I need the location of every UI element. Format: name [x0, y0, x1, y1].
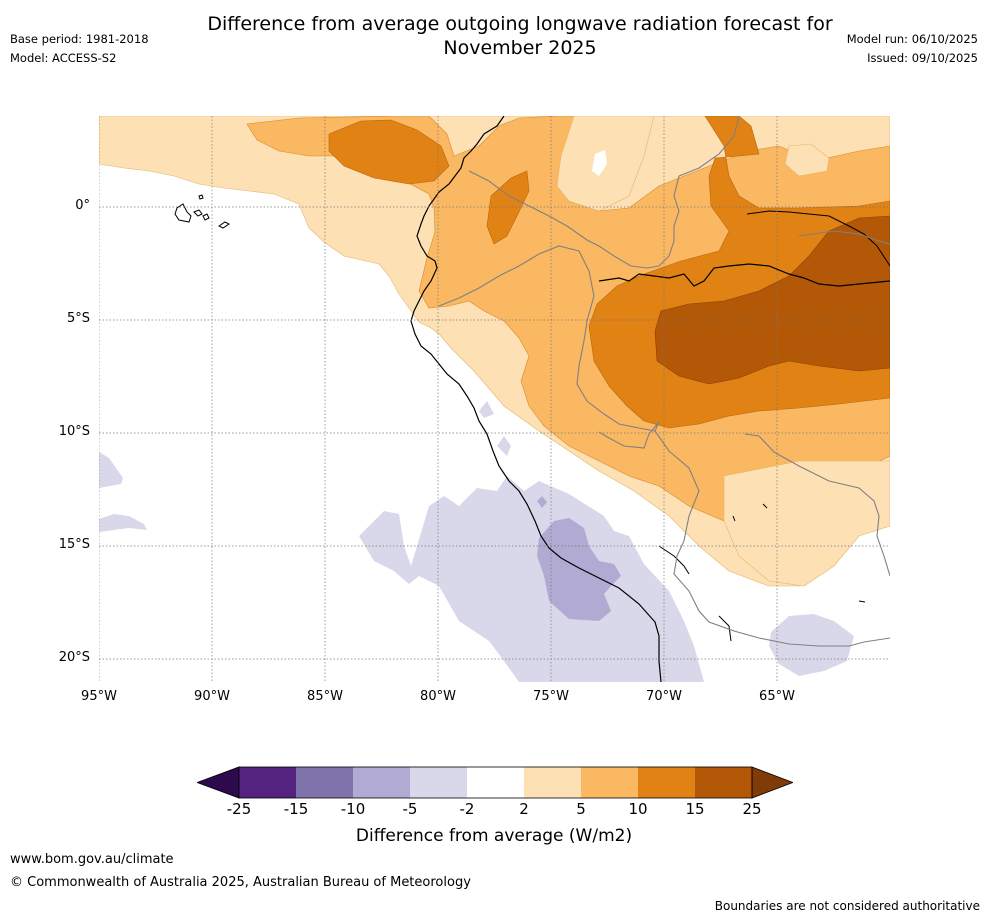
colorbar-tick-2: 2 — [519, 800, 529, 818]
colorbar-tick-15: 15 — [685, 800, 705, 818]
amazon-river — [598, 263, 890, 287]
colorbar-tick-neg5: -5 — [402, 800, 418, 818]
colorbar-arrow-max — [751, 766, 795, 799]
colorbar-tick-neg2: -2 — [459, 800, 475, 818]
map-svg — [98, 116, 890, 682]
map-title: Difference from average outgoing longwav… — [0, 12, 988, 60]
colorbar-bin-3 — [353, 767, 410, 798]
amazon-river-north — [746, 210, 890, 267]
lat-label-15s: 15°S — [58, 537, 90, 552]
colorbar-arrow-min — [195, 766, 240, 799]
colorbar-bin-1 — [239, 767, 296, 798]
colorbar-tick-5: 5 — [576, 800, 586, 818]
lat-label-10s: 10°S — [58, 424, 90, 439]
footer-copyright: © Commonwealth of Australia 2025, Austra… — [10, 875, 471, 890]
anomaly-fill-neg10to-5-small — [537, 496, 547, 508]
lon-label-70w: 70°W — [646, 689, 682, 704]
lon-label-95w: 95°W — [81, 689, 117, 704]
anomaly-patch-2to5-ne — [784, 143, 830, 177]
anomaly-patch-neutral-north — [592, 150, 607, 176]
meta-right: Model run: 06/10/2025 Issued: 09/10/2025 — [847, 30, 978, 68]
anomaly-fill-neg5to-2-sm1 — [479, 401, 494, 418]
anomaly-fill-10to15-nw — [328, 119, 450, 185]
lon-label-65w: 65°W — [759, 689, 795, 704]
colorbar — [195, 766, 795, 799]
map-title-line2: November 2025 — [443, 37, 597, 59]
lon-label-85w: 85°W — [307, 689, 343, 704]
colorbar-bin-8 — [638, 767, 695, 798]
anomaly-fill-neg5to-2-sm2 — [497, 436, 511, 456]
colorbar-tick-10: 10 — [628, 800, 648, 818]
coastline — [410, 116, 662, 682]
colorbar-tick-neg25: -25 — [226, 800, 252, 818]
anomaly-fill-neg10to-5 — [537, 518, 621, 621]
colorbar-label: Difference from average (W/m2) — [355, 826, 633, 846]
lon-label-80w: 80°W — [420, 689, 456, 704]
colorbar-bin-2 — [296, 767, 353, 798]
lat-label-0: 0° — [75, 198, 90, 213]
colorbar-frame — [238, 766, 753, 799]
colorbar-tick-neg10: -10 — [340, 800, 366, 818]
gridlines — [98, 116, 890, 682]
issued-text: Issued: 09/10/2025 — [867, 51, 978, 65]
anomaly-fill-neg5to-2-south — [359, 476, 704, 682]
colorbar-svg — [195, 766, 795, 799]
coastline-fragments — [658, 503, 866, 642]
colorbar-bin-9 — [695, 767, 752, 798]
map-panel — [98, 116, 890, 682]
colorbar-bin-6 — [524, 767, 581, 798]
base-period-text: Base period: 1981-2018 — [10, 32, 149, 46]
colorbar-bin-7 — [581, 767, 638, 798]
footer-disclaimer: Boundaries are not considered authoritat… — [714, 899, 980, 913]
anomaly-fill-neg5to-2-w1 — [99, 452, 123, 488]
lon-label-90w: 90°W — [194, 689, 230, 704]
anomaly-fill-15to25 — [654, 215, 890, 385]
meta-left: Base period: 1981-2018 Model: ACCESS-S2 — [10, 30, 149, 68]
colorbar-bin-5 — [467, 767, 524, 798]
footer-url[interactable]: www.bom.gov.au/climate — [10, 852, 174, 867]
colorbar-tick-25: 25 — [742, 800, 762, 818]
colorbar-tick-neg15: -15 — [283, 800, 309, 818]
anomaly-patch-2to5-south — [723, 460, 890, 587]
map-title-line1: Difference from average outgoing longwav… — [207, 13, 833, 35]
model-text: Model: ACCESS-S2 — [10, 51, 117, 65]
colorbar-bin-4 — [410, 767, 467, 798]
galapagos-islands — [174, 194, 230, 229]
lon-label-75w: 75°W — [533, 689, 569, 704]
country-borders — [438, 116, 890, 647]
anomaly-fill-neg5to-2-w2 — [99, 514, 147, 532]
lat-label-5s: 5°S — [66, 311, 90, 326]
model-run-text: Model run: 06/10/2025 — [846, 32, 978, 46]
anomaly-fill-10to15-centre — [486, 170, 530, 245]
lat-label-20s: 20°S — [58, 650, 90, 665]
